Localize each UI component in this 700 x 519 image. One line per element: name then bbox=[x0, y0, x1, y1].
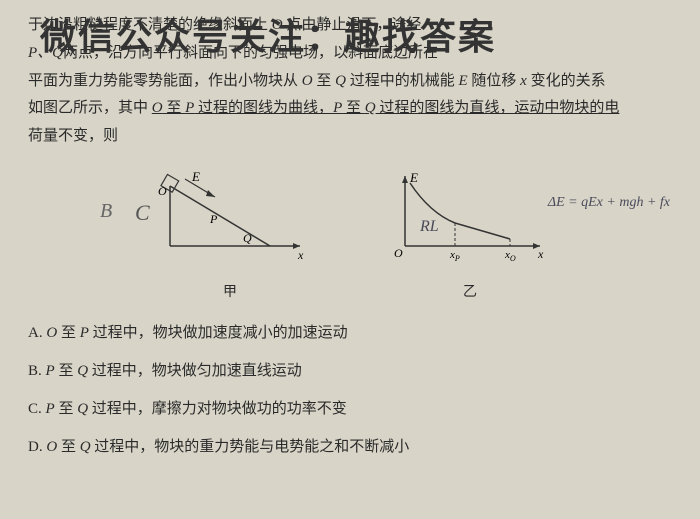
optA-t: 过程中，物块做加速度减小的加速运动 bbox=[89, 325, 348, 341]
t4c: 过程的图线为曲线， bbox=[194, 100, 333, 116]
fig-label-jia: 甲 bbox=[150, 280, 310, 306]
fig1-P: P bbox=[209, 212, 218, 226]
t3d: 随位移 bbox=[468, 73, 521, 89]
s4P2: P bbox=[333, 100, 342, 116]
handwritten-rl: RL bbox=[420, 218, 439, 236]
option-B: B. P 至 Q 过程中，物块做匀加速直线运动 bbox=[28, 358, 672, 386]
optD-s1: O bbox=[46, 439, 57, 455]
optB-m: 至 bbox=[55, 363, 78, 379]
fig2-xp: xP bbox=[449, 249, 460, 261]
optA-s1: O bbox=[46, 325, 57, 341]
optC-s1: P bbox=[46, 401, 55, 417]
optC-m: 至 bbox=[55, 401, 78, 417]
watermark-text: 微信公众号关注：趣找答案 bbox=[40, 8, 496, 60]
t3c: 过程中的机械能 bbox=[346, 73, 459, 89]
handwritten-b: B bbox=[100, 200, 112, 223]
s4Q: Q bbox=[365, 100, 376, 116]
figure-2-svg: E O xP xQ x bbox=[390, 171, 550, 261]
t4b: 至 bbox=[163, 100, 186, 116]
fig1-O: O bbox=[158, 184, 167, 198]
t5: 荷量不变，则 bbox=[28, 128, 118, 144]
optC-s2: Q bbox=[77, 401, 88, 417]
s3O: O bbox=[302, 73, 313, 89]
t4e: 过程的图线为直线，运动中物块的电 bbox=[376, 100, 620, 116]
t4a: 如图乙所示，其中 bbox=[28, 100, 152, 116]
fig2-E: E bbox=[409, 171, 418, 185]
s3Q: Q bbox=[335, 73, 346, 89]
handwritten-c: C bbox=[135, 200, 150, 226]
fig-label-yi: 乙 bbox=[390, 280, 550, 306]
fig1-x: x bbox=[297, 248, 304, 261]
s3x: x bbox=[520, 73, 527, 89]
t3b: 至 bbox=[313, 73, 336, 89]
optB-s1: P bbox=[46, 363, 55, 379]
options: A. O 至 P 过程中，物块做加速度减小的加速运动 B. P 至 Q 过程中，… bbox=[28, 320, 672, 461]
optA-s2: P bbox=[80, 325, 89, 341]
figure-1-svg: E O P Q x bbox=[150, 171, 310, 261]
handwritten-equation: ΔE = qEx + mgh + fx bbox=[548, 195, 670, 211]
optC-l: C. bbox=[28, 401, 42, 417]
t4d: 至 bbox=[342, 100, 365, 116]
optD-t: 过程中，物块的重力势能与电势能之和不断减小 bbox=[91, 439, 410, 455]
fig2-xq: xQ bbox=[504, 249, 516, 261]
optD-l: D. bbox=[28, 439, 43, 455]
optD-s2: Q bbox=[80, 439, 91, 455]
fig2-O: O bbox=[394, 246, 403, 260]
option-D: D. O 至 Q 过程中，物块的重力势能与电势能之和不断减小 bbox=[28, 434, 672, 462]
s3E: E bbox=[458, 73, 467, 89]
fig1-Q: Q bbox=[243, 231, 252, 245]
s4P: P bbox=[185, 100, 194, 116]
figures-row: E O P Q x 甲 E O xP xQ x 乙 bbox=[28, 171, 672, 306]
optA-m: 至 bbox=[57, 325, 80, 341]
optB-s2: Q bbox=[77, 363, 88, 379]
page-content: 于边沿粗糙程度不清楚的绝缘斜面上 O 点由静止滑下，途经 P、Q两点，沿方向平行… bbox=[0, 0, 700, 483]
optB-t: 过程中，物块做匀加速直线运动 bbox=[88, 363, 302, 379]
t3e: 变化的关系 bbox=[527, 73, 606, 89]
optA-l: A. bbox=[28, 325, 43, 341]
s4O: O bbox=[152, 100, 163, 116]
option-C: C. P 至 Q 过程中，摩擦力对物块做功的功率不变 bbox=[28, 396, 672, 424]
t3a: 平面为重力势能零势能面，作出小物块从 bbox=[28, 73, 302, 89]
option-A: A. O 至 P 过程中，物块做加速度减小的加速运动 bbox=[28, 320, 672, 348]
optD-m: 至 bbox=[57, 439, 80, 455]
fig1-E: E bbox=[191, 171, 200, 184]
optB-l: B. bbox=[28, 363, 42, 379]
fig2-x: x bbox=[537, 247, 544, 261]
figure-yi: E O xP xQ x 乙 bbox=[390, 171, 550, 306]
optC-t: 过程中，摩擦力对物块做功的功率不变 bbox=[88, 401, 347, 417]
figure-jia: E O P Q x 甲 bbox=[150, 171, 310, 306]
